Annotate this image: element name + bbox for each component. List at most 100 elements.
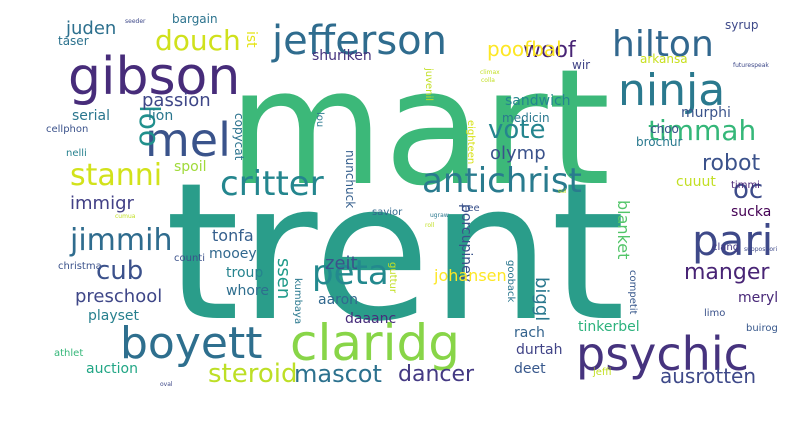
word-oval: oval xyxy=(160,381,173,388)
word-dancer: dancer xyxy=(398,362,475,387)
word-playset: playset xyxy=(88,308,140,324)
word-kumbaya: kumbaya xyxy=(292,278,303,324)
word-manger: manger xyxy=(684,260,770,285)
word-hilton: hilton xyxy=(612,24,714,65)
word-competit: competit xyxy=(627,270,638,315)
word-olymp: olymp xyxy=(490,143,546,164)
word-colla: colla xyxy=(481,77,495,84)
word-pari: pari xyxy=(692,216,773,265)
word-blanket: blanket xyxy=(614,200,633,259)
word-sandwich: sandwich xyxy=(505,93,571,109)
word-nelli: nelli xyxy=(66,148,87,159)
word-guttur: guttur xyxy=(387,262,398,294)
word-lou: lou xyxy=(314,112,325,127)
word-cumua: cumua xyxy=(115,213,136,220)
word-sui: sui xyxy=(558,188,567,195)
word-johansen: johansen xyxy=(433,266,507,285)
word-clang: clang xyxy=(712,242,739,253)
word-roll: roll xyxy=(425,222,435,229)
word-aaron: aaron xyxy=(318,292,358,308)
word-mascot: mascot xyxy=(294,360,382,388)
word-cub: cub xyxy=(96,256,143,286)
word-rach: rach xyxy=(514,325,545,341)
word-boyett: boyett xyxy=(120,318,262,369)
word-passion: passion xyxy=(142,90,211,111)
word-deet: deet xyxy=(514,361,546,377)
word-climax: climax xyxy=(480,69,500,76)
word-taser: taser xyxy=(58,34,89,48)
word-wir: wir xyxy=(572,58,590,72)
word-athlet: athlet xyxy=(54,348,83,359)
word-ist: ist xyxy=(243,31,259,48)
word-critter: critter xyxy=(220,164,324,204)
word-preschool: preschool xyxy=(75,286,162,307)
word-eighteen: eighteen xyxy=(465,120,476,164)
word-woof: woof xyxy=(523,38,577,63)
word-ninja: ninja xyxy=(618,65,725,116)
word-mart: mart xyxy=(228,34,610,221)
word-whore: whore xyxy=(226,283,269,299)
word-claridg: claridg xyxy=(290,314,460,372)
word-savior: savior xyxy=(372,207,403,218)
word-futurespeak: futurespeak xyxy=(733,62,769,69)
word-steroid: steroid xyxy=(208,359,298,389)
word-arkansa: arkansa xyxy=(640,52,688,66)
word-jimmih: jimmih xyxy=(69,223,172,258)
word-suppositori: suppositori xyxy=(744,246,778,253)
word-cellphon: cellphon xyxy=(46,124,88,135)
word-immigr: immigr xyxy=(70,193,134,214)
word-gibson: gibson xyxy=(68,47,240,107)
word-christma: christma xyxy=(58,261,102,272)
word-juvenil: juvenil xyxy=(423,67,434,101)
word-serial: serial xyxy=(72,108,110,124)
word-ugraw: ugraw xyxy=(430,212,449,219)
word-timmah: timmah xyxy=(648,114,756,147)
word-buirog: buirog xyxy=(746,323,778,334)
word-syrup: syrup xyxy=(725,18,759,32)
word-daaanc: daaanc xyxy=(345,311,396,327)
word-medicin: medicin xyxy=(502,111,550,125)
word-shuriken: shuriken xyxy=(312,48,372,64)
word-trent: trent xyxy=(165,142,625,363)
word-tonfa: tonfa xyxy=(212,226,254,245)
word-zeit: zeit xyxy=(325,253,358,274)
word-porcupiney: porcupiney xyxy=(458,204,474,282)
word-spoil: spoil xyxy=(174,159,207,175)
word-choo: choo xyxy=(650,122,679,136)
word-psychic: psychic xyxy=(576,327,749,381)
word-jefferson: jefferson xyxy=(271,18,447,64)
word-antichrist: antichrist xyxy=(422,161,582,201)
word-loo: loo xyxy=(133,105,166,147)
word-copycat: copycat xyxy=(232,113,246,161)
word-jeffi: jeffi xyxy=(592,367,612,378)
word-lion: lion xyxy=(148,108,173,124)
word-douch: douch xyxy=(155,24,241,57)
word-nunchuck: nunchuck xyxy=(343,150,357,208)
word-tinkerbel: tinkerbel xyxy=(578,319,640,335)
word-sucka: sucka xyxy=(731,204,771,220)
word-limo: limo xyxy=(704,308,725,319)
word-ssen: ssen xyxy=(273,258,294,299)
word-hee: hee xyxy=(461,203,480,214)
word-ausrotten: ausrotten xyxy=(660,364,756,388)
word-juden: juden xyxy=(65,18,116,39)
word-auction: auction xyxy=(86,361,138,377)
word-vote: vote xyxy=(488,115,545,145)
word-poofbal: poofbal xyxy=(487,37,562,61)
word-troup: troup xyxy=(226,265,263,281)
word-peta: peta xyxy=(312,253,389,293)
word-timmi: timmi xyxy=(731,180,760,191)
word-cuuut: cuuut xyxy=(676,174,716,190)
word-murphi: murphi xyxy=(681,105,731,121)
word-oc: oc xyxy=(733,175,763,205)
word-biggl: biggl xyxy=(531,277,552,321)
word-brochur: brochur xyxy=(636,135,682,149)
word-meryl: meryl xyxy=(738,290,778,306)
word-bargain: bargain xyxy=(172,12,218,26)
word-robot: robot xyxy=(702,151,760,176)
word-counti: counti xyxy=(174,253,205,264)
word-mel: mel xyxy=(145,113,231,167)
